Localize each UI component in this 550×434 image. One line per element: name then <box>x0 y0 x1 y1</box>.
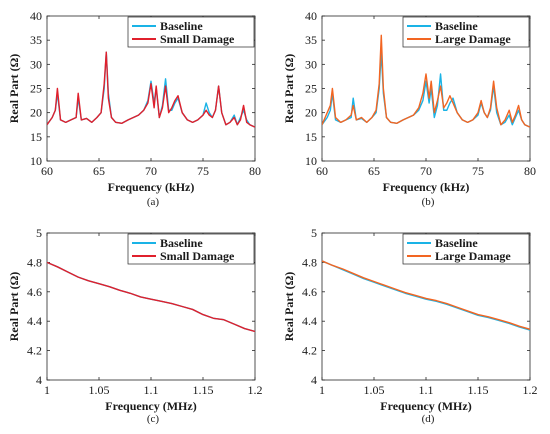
x-tick-label: 1.15 <box>468 383 489 397</box>
panel-caption: (d) <box>422 413 435 425</box>
x-tick-label: 60 <box>41 164 53 178</box>
y-tick-label: 4.8 <box>27 255 42 269</box>
x-tick-label: 70 <box>420 164 432 178</box>
legend-label: Small Damage <box>160 32 235 46</box>
series-line-large_damage <box>322 260 530 330</box>
series-group <box>322 34 530 128</box>
y-tick-label: 30 <box>30 57 42 71</box>
x-tick-label: 75 <box>472 164 484 178</box>
y-tick-label: 4 <box>36 373 42 387</box>
y-tick-label: 40 <box>30 9 42 23</box>
y-tick-label: 10 <box>305 154 317 168</box>
y-tick-label: 25 <box>30 82 42 96</box>
y-tick-label: 35 <box>305 33 317 47</box>
legend-label: Large Damage <box>435 32 511 46</box>
y-tick-label: 4.6 <box>27 285 42 299</box>
chart-panel-2: 1 1.05 1.1 1.15 1.2 4 4.2 4.4 4.6 4.8 5 BaselineSma… <box>7 226 263 425</box>
panel-caption: (c) <box>147 413 160 425</box>
series-line-large_damage <box>322 34 530 128</box>
legend-box <box>402 16 530 48</box>
x-tick-label: 60 <box>316 164 328 178</box>
y-tick-label: 15 <box>30 130 42 144</box>
y-tick-label: 5 <box>311 226 317 240</box>
series-line-small_damage <box>47 261 255 333</box>
legend-box <box>402 233 530 265</box>
x-axis-label: Frequency (MHz) <box>380 399 471 413</box>
x-tick-label: 1.2 <box>523 383 538 397</box>
x-axis-label: Frequency (kHz) <box>383 180 470 194</box>
legend-box <box>127 16 255 48</box>
x-axis-label: Frequency (kHz) <box>108 180 195 194</box>
panel-caption: (b) <box>422 196 435 208</box>
y-tick-label: 4.2 <box>27 344 42 358</box>
x-tick-label: 1.1 <box>419 383 434 397</box>
legend-label: Baseline <box>160 19 203 33</box>
x-tick-label: 70 <box>145 164 157 178</box>
y-tick-label: 4.4 <box>302 314 317 328</box>
x-tick-label: 75 <box>197 164 209 178</box>
y-axis-label: Real Part (Ω) <box>7 54 21 124</box>
legend-label: Small Damage <box>160 249 235 263</box>
series-line-small_damage <box>47 51 255 128</box>
legend-box <box>127 233 255 265</box>
y-tick-label: 4.2 <box>302 344 317 358</box>
series-group <box>322 260 530 331</box>
series-group <box>47 261 255 333</box>
legend-label: Baseline <box>435 19 478 33</box>
y-tick-label: 4 <box>311 373 317 387</box>
y-tick-label: 4.6 <box>302 285 317 299</box>
y-tick-label: 35 <box>30 33 42 47</box>
x-tick-label: 1.2 <box>248 383 263 397</box>
x-tick-label: 80 <box>524 164 536 178</box>
y-tick-label: 25 <box>305 82 317 96</box>
x-tick-label: 1.1 <box>144 383 159 397</box>
y-tick-label: 4.4 <box>27 314 42 328</box>
y-axis-label: Real Part (Ω) <box>282 54 296 124</box>
chart-panel-3: 1 1.05 1.1 1.15 1.2 4 4.2 4.4 4.6 4.8 5 BaselineLar… <box>282 226 538 425</box>
x-tick-label: 1.05 <box>364 383 385 397</box>
series-group <box>47 51 255 128</box>
y-tick-label: 10 <box>30 154 42 168</box>
x-tick-label: 1 <box>319 383 325 397</box>
x-tick-label: 1.05 <box>89 383 110 397</box>
panel-caption: (a) <box>147 196 160 208</box>
legend-label: Baseline <box>160 236 203 250</box>
y-tick-label: 4.8 <box>302 255 317 269</box>
y-tick-label: 5 <box>36 226 42 240</box>
y-tick-label: 30 <box>305 57 317 71</box>
y-tick-label: 15 <box>305 130 317 144</box>
y-tick-label: 20 <box>305 106 317 120</box>
y-tick-label: 40 <box>305 9 317 23</box>
x-tick-label: 65 <box>368 164 380 178</box>
y-axis-label: Real Part (Ω) <box>282 272 296 342</box>
x-tick-label: 1.15 <box>193 383 214 397</box>
legend-label: Large Damage <box>435 249 511 263</box>
y-axis-label: Real Part (Ω) <box>7 272 21 342</box>
y-tick-label: 20 <box>30 106 42 120</box>
x-tick-label: 65 <box>93 164 105 178</box>
x-tick-label: 80 <box>249 164 261 178</box>
x-tick-label: 1 <box>44 383 50 397</box>
legend-label: Baseline <box>435 236 478 250</box>
x-axis-label: Frequency (MHz) <box>105 399 196 413</box>
